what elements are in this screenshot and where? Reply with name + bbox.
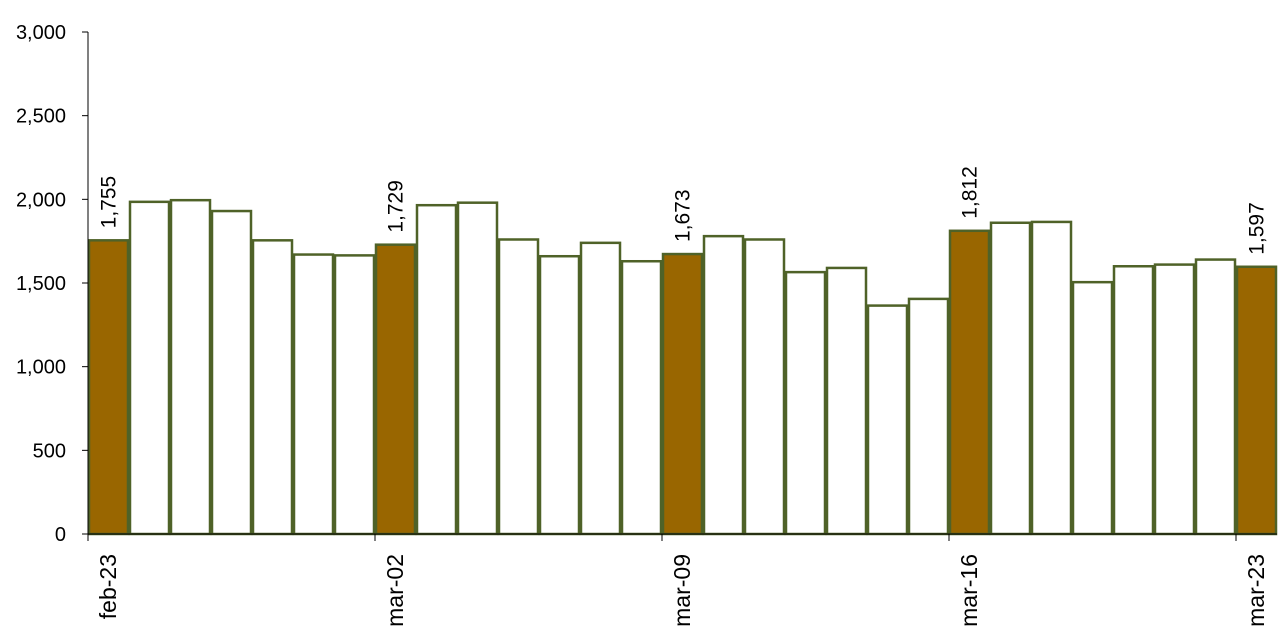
bar xyxy=(907,297,950,536)
y-tick-label: 2,000 xyxy=(16,189,66,211)
bar xyxy=(1194,258,1237,536)
x-tick-label: mar-16 xyxy=(956,554,982,627)
bar xyxy=(743,238,786,536)
bar xyxy=(128,200,171,536)
bar xyxy=(251,239,294,536)
labels-group: 0 500 1,000 1,500 2,000 2,500 3,000 feb-23 mar-0… xyxy=(16,22,1269,627)
y-tick-label: 2,500 xyxy=(16,106,66,128)
bar xyxy=(702,234,745,536)
x-tick-label: mar-23 xyxy=(1243,554,1269,627)
bar xyxy=(210,209,253,536)
y-tick-label: 1,500 xyxy=(16,273,66,295)
bar xyxy=(1030,220,1073,536)
y-tick-label: 500 xyxy=(33,440,66,462)
data-label: 1,755 xyxy=(98,176,121,229)
bar xyxy=(333,254,376,536)
x-tick-label: feb-23 xyxy=(95,554,121,619)
bar xyxy=(497,238,540,536)
bar-highlighted xyxy=(1235,265,1278,536)
bar xyxy=(538,254,581,536)
bar-highlighted xyxy=(374,243,417,536)
y-tick-label: 0 xyxy=(55,524,66,546)
x-tick-label: mar-09 xyxy=(669,554,695,627)
y-tick-label: 3,000 xyxy=(16,22,66,44)
bar xyxy=(292,253,335,536)
bar xyxy=(456,201,499,536)
bar xyxy=(866,304,909,536)
data-label: 1,729 xyxy=(385,180,408,233)
bar-highlighted xyxy=(661,252,704,536)
bar-highlighted xyxy=(87,239,130,536)
bar xyxy=(169,198,212,536)
bar xyxy=(1112,265,1155,536)
bar xyxy=(415,203,458,536)
x-tick-label: mar-02 xyxy=(382,554,408,627)
axes-group xyxy=(82,31,1277,541)
bar xyxy=(620,259,663,536)
y-tick-label: 1,000 xyxy=(16,357,66,379)
bar xyxy=(1071,280,1114,536)
bar xyxy=(1153,263,1196,536)
data-label: 1,597 xyxy=(1246,202,1269,255)
bars-group xyxy=(87,198,1278,536)
bar xyxy=(825,266,868,536)
data-label: 1,812 xyxy=(959,166,982,219)
bar xyxy=(784,270,827,536)
bar xyxy=(989,221,1032,536)
data-label: 1,673 xyxy=(672,189,695,242)
bar xyxy=(579,241,622,536)
bar-highlighted xyxy=(948,229,991,536)
